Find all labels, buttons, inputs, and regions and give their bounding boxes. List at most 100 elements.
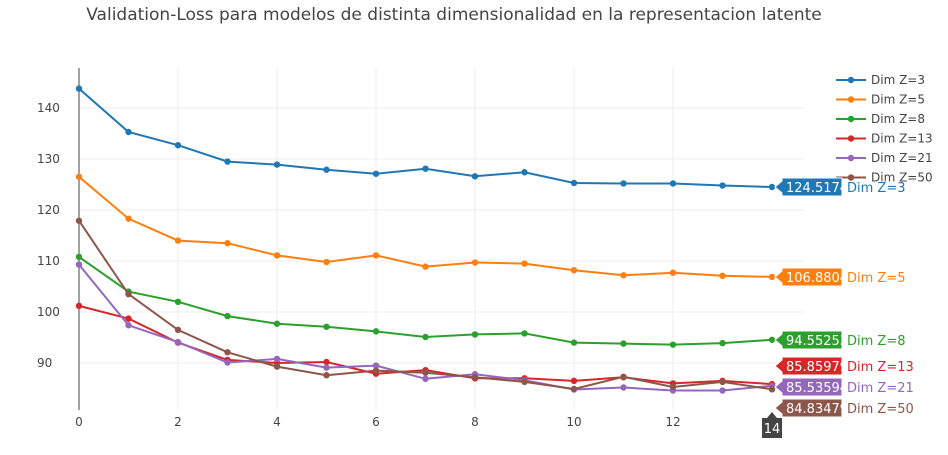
data-point[interactable] <box>719 387 726 394</box>
data-point[interactable] <box>521 378 528 386</box>
data-point[interactable] <box>224 312 231 320</box>
data-point[interactable] <box>75 302 83 310</box>
legend-label: Dim Z=5 <box>871 93 925 107</box>
data-point[interactable] <box>273 320 281 327</box>
chart-title: Validation-Loss para modelos de distinta… <box>86 5 822 25</box>
x-tick-label: 10 <box>566 415 581 429</box>
hover-label-name: Dim Z=5 <box>847 271 906 286</box>
data-point[interactable] <box>125 128 132 136</box>
legend-marker <box>847 96 855 103</box>
data-point[interactable] <box>521 330 528 337</box>
data-point[interactable] <box>570 385 578 393</box>
data-point[interactable] <box>768 336 776 343</box>
data-point[interactable] <box>174 237 182 244</box>
legend-item[interactable]: Dim Z=8 <box>836 112 925 126</box>
data-point[interactable] <box>174 142 182 149</box>
data-point[interactable] <box>323 358 330 366</box>
data-point[interactable] <box>323 372 330 379</box>
legend[interactable]: Dim Z=3 Dim Z=5 Dim Z=8 Dim Z=13 Dim Z=21 Dim… <box>836 73 933 185</box>
y-tick-label: 110 <box>37 254 60 268</box>
data-point[interactable] <box>422 375 429 383</box>
data-point[interactable] <box>620 373 627 380</box>
data-point[interactable] <box>323 166 330 173</box>
data-point[interactable] <box>372 367 380 374</box>
hover-label-value: 85.53594 <box>786 381 848 396</box>
data-point[interactable] <box>521 169 528 176</box>
legend-item[interactable]: Dim Z=5 <box>836 93 925 107</box>
series-lines <box>75 85 776 394</box>
data-point[interactable] <box>224 349 231 356</box>
data-point[interactable] <box>273 363 281 370</box>
data-point[interactable] <box>372 252 380 259</box>
data-point[interactable] <box>174 338 182 346</box>
data-point[interactable] <box>224 158 231 165</box>
data-point[interactable] <box>422 369 429 376</box>
data-point[interactable] <box>75 85 83 92</box>
data-point[interactable] <box>422 333 429 341</box>
data-point[interactable] <box>669 383 677 391</box>
data-point[interactable] <box>570 377 578 385</box>
data-point[interactable] <box>570 266 578 274</box>
data-point[interactable] <box>323 258 330 266</box>
x-tick-label: 4 <box>273 415 281 429</box>
data-point[interactable] <box>471 259 479 266</box>
data-point[interactable] <box>422 165 429 172</box>
series-line <box>78 176 773 278</box>
data-point[interactable] <box>372 170 380 177</box>
data-point[interactable] <box>125 215 132 222</box>
legend-marker <box>847 135 855 142</box>
data-point[interactable] <box>224 359 231 366</box>
data-point[interactable] <box>471 331 479 338</box>
y-tick-label: 120 <box>37 203 60 217</box>
data-point[interactable] <box>719 339 726 347</box>
hover-label-name: Dim Z=13 <box>847 360 914 375</box>
data-point[interactable] <box>125 322 132 329</box>
data-point[interactable] <box>174 298 182 305</box>
hover-label-value: 124.5174 <box>786 181 848 196</box>
data-point[interactable] <box>75 261 83 268</box>
data-point[interactable] <box>620 180 627 187</box>
data-point[interactable] <box>719 182 726 189</box>
data-point[interactable] <box>174 326 182 334</box>
data-point[interactable] <box>273 161 281 168</box>
series-line <box>78 87 773 188</box>
data-point[interactable] <box>224 239 231 247</box>
data-point[interactable] <box>768 386 776 393</box>
data-point[interactable] <box>372 362 380 369</box>
hover-label-value: 84.83479 <box>786 402 848 417</box>
data-point[interactable] <box>620 272 627 279</box>
data-point[interactable] <box>719 378 726 386</box>
data-point[interactable] <box>620 384 627 391</box>
legend-item[interactable]: Dim Z=13 <box>836 132 933 146</box>
y-tick-label: 130 <box>37 152 60 166</box>
data-point[interactable] <box>768 273 776 281</box>
data-point[interactable] <box>125 290 132 298</box>
legend-item[interactable]: Dim Z=3 <box>836 73 925 87</box>
data-point[interactable] <box>323 323 330 330</box>
data-point[interactable] <box>719 272 726 279</box>
series-line <box>78 220 773 391</box>
data-point[interactable] <box>471 173 479 180</box>
data-point[interactable] <box>768 183 776 191</box>
data-point[interactable] <box>75 253 83 261</box>
data-point[interactable] <box>620 340 627 347</box>
data-point[interactable] <box>125 315 132 322</box>
data-point[interactable] <box>422 263 429 270</box>
data-point[interactable] <box>75 217 83 224</box>
data-point[interactable] <box>669 180 677 187</box>
data-point[interactable] <box>273 355 281 363</box>
data-point[interactable] <box>273 252 281 259</box>
legend-item[interactable]: Dim Z=21 <box>836 151 933 165</box>
hover-label-box <box>774 377 843 397</box>
data-point[interactable] <box>75 173 83 181</box>
data-point[interactable] <box>669 341 677 348</box>
data-point[interactable] <box>372 328 380 335</box>
data-point[interactable] <box>323 364 330 371</box>
data-point[interactable] <box>669 269 677 276</box>
data-point[interactable] <box>521 260 528 267</box>
data-point[interactable] <box>570 179 578 187</box>
data-point[interactable] <box>570 339 578 346</box>
data-point[interactable] <box>471 374 479 381</box>
